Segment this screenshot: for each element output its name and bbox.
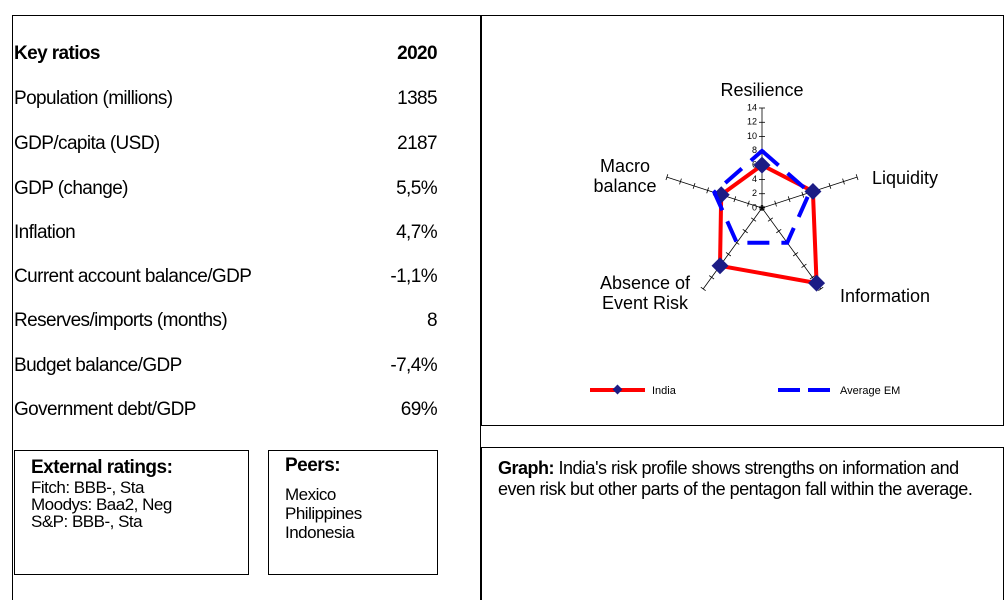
tick-mark	[809, 275, 816, 280]
tick-label: 4	[752, 174, 757, 184]
tick-mark	[774, 200, 777, 207]
tick-mark	[742, 229, 748, 234]
tick-label: 0	[752, 202, 757, 212]
table-header: 2020	[397, 43, 437, 64]
row-value: 69%	[400, 399, 438, 420]
tick-mark	[801, 263, 807, 268]
tick-mark	[787, 196, 791, 203]
border	[12, 15, 480, 16]
row-value: 1385	[397, 88, 437, 109]
border	[12, 15, 13, 600]
peers-box: Peers: Mexico Philippines Indonesia	[268, 450, 438, 575]
caption-box: Graph: India's risk profile shows streng…	[481, 447, 1004, 600]
tick-mark	[747, 200, 750, 207]
series-line	[711, 148, 813, 245]
row-value: -7,4%	[390, 355, 437, 376]
tick-label: 8	[752, 145, 757, 155]
caption-label: Graph:	[498, 458, 555, 478]
rating-line: Fitch: BBB-, Sta	[31, 478, 144, 497]
data-point	[804, 182, 822, 200]
row-value: 4,7%	[396, 222, 438, 243]
peer-line: Indonesia	[285, 523, 355, 542]
row-label: Current account balance/GDP	[14, 266, 252, 287]
border	[480, 15, 481, 600]
tick-label: 2	[752, 188, 757, 198]
tick-mark	[855, 174, 859, 181]
tick-mark	[767, 217, 774, 222]
ratings-title: External ratings:	[31, 457, 173, 478]
series-line	[717, 162, 819, 286]
axis-label: Macro balance	[593, 156, 657, 196]
rating-line: S&P: BBB-, Sta	[31, 512, 143, 531]
legend-label: India	[652, 385, 677, 397]
caption-text: India's risk profile shows strengths on …	[498, 458, 973, 499]
table-header: Key ratios	[14, 43, 100, 64]
tick-mark	[665, 174, 669, 181]
tick-mark	[792, 252, 799, 257]
tick-mark	[776, 229, 782, 234]
data-point	[753, 156, 771, 174]
row-label: GDP/capita (USD)	[14, 133, 160, 154]
row-value: 2187	[397, 133, 437, 154]
row-label: Reserves/imports (months)	[14, 310, 228, 331]
peer-line: Mexico	[285, 485, 336, 504]
row-label: Inflation	[14, 222, 76, 243]
tick-mark	[760, 205, 764, 211]
tick-mark	[801, 191, 805, 198]
axis-label: Information	[839, 286, 931, 306]
tick-mark	[706, 187, 709, 194]
tick-mark	[733, 196, 737, 203]
legend-label: Average EM	[840, 385, 900, 397]
peers-title: Peers:	[285, 455, 341, 476]
row-value: -1,1%	[390, 266, 437, 287]
row-label: GDP (change)	[14, 178, 129, 199]
tick-label: 12	[747, 117, 757, 127]
legend-marker	[612, 384, 623, 395]
axis-label: Resilience	[720, 80, 804, 100]
tick-mark	[679, 178, 682, 185]
tick-mark	[708, 275, 715, 280]
row-label: Budget balance/GDP	[14, 355, 182, 376]
tick-mark	[842, 178, 845, 185]
row-label: Population (millions)	[14, 88, 173, 109]
axis-line	[702, 207, 763, 290]
tick-mark	[725, 252, 732, 257]
tick-mark	[700, 286, 706, 291]
data-point	[711, 257, 729, 275]
data-point	[808, 274, 826, 292]
axis-line	[761, 207, 822, 290]
tick-mark	[818, 286, 824, 291]
row-value: 5,5%	[396, 178, 438, 199]
tick-mark	[828, 182, 832, 189]
tick-mark	[750, 217, 757, 222]
tick-label: 10	[747, 131, 757, 141]
tick-label: 14	[747, 102, 757, 112]
row-value: 8	[427, 310, 438, 331]
peer-line: Philippines	[285, 504, 362, 523]
axis-label: Liquidity	[871, 168, 939, 188]
tick-mark	[692, 182, 696, 189]
rating-line: Moodys: Baa2, Neg	[31, 495, 172, 514]
row-label: Government debt/GDP	[14, 399, 196, 420]
axis-label: Absence of Event Risk	[599, 273, 691, 313]
ratings-box: External ratings: Fitch: BBB-, Sta Moodys…	[14, 450, 249, 575]
